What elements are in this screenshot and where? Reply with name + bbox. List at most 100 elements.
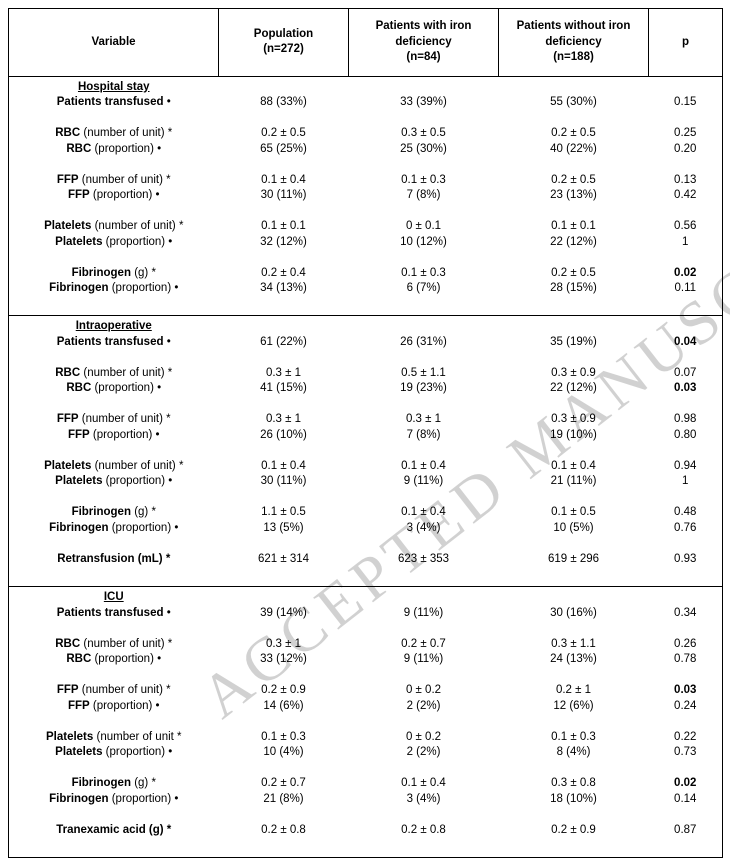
variable-label: Fibrinogen (g) * xyxy=(13,266,215,282)
variable-label: Patients transfused • xyxy=(13,95,215,111)
value-without-deficiency: 22 (12%) xyxy=(503,235,645,251)
with-deficiency-cell: 9 (11%) 0.2 ± 0.79 (11%) 0 ± 0.22 (2%) 0… xyxy=(349,587,499,858)
value-population: 0.2 ± 0.9 xyxy=(223,683,345,699)
section-block: IntraoperativePatients transfused • RBC … xyxy=(9,316,723,587)
value-without-deficiency: 0.2 ± 0.5 xyxy=(503,266,645,282)
value-p: 0.80 xyxy=(653,428,719,444)
without-deficiency-cell: 35 (19%) 0.3 ± 0.922 (12%) 0.3 ± 0.919 (… xyxy=(499,316,649,587)
value-with-deficiency: 0.1 ± 0.4 xyxy=(353,776,495,792)
population-cell: 39 (14%) 0.3 ± 133 (12%) 0.2 ± 0.914 (6%… xyxy=(219,587,349,858)
value-p: 0.56 xyxy=(653,219,719,235)
value-population: 32 (12%) xyxy=(223,235,345,251)
p-cell: 0.34 0.260.78 0.030.24 0.220.73 0.020.14… xyxy=(649,587,723,858)
spacer-line xyxy=(503,250,645,266)
without-deficiency-cell: 55 (30%) 0.2 ± 0.540 (22%) 0.2 ± 0.523 (… xyxy=(499,76,649,316)
empty-line xyxy=(503,590,645,606)
table-header-row: Variable Population (n=272) Patients wit… xyxy=(9,9,723,77)
spacer-line xyxy=(503,668,645,684)
value-with-deficiency: 2 (2%) xyxy=(353,745,495,761)
value-population: 65 (25%) xyxy=(223,142,345,158)
spacer-line xyxy=(13,807,215,823)
spacer-line xyxy=(653,443,719,459)
p-cell: 0.04 0.070.03 0.980.80 0.941 0.480.76 0.… xyxy=(649,316,723,587)
variable-label: FFP (number of unit) * xyxy=(13,412,215,428)
spacer-line xyxy=(353,537,495,553)
spacer-line xyxy=(653,250,719,266)
spacer-line xyxy=(223,204,345,220)
spacer-line xyxy=(223,397,345,413)
value-without-deficiency: 55 (30%) xyxy=(503,95,645,111)
spacer-line xyxy=(503,568,645,584)
spacer-line xyxy=(653,714,719,730)
spacer-line xyxy=(503,621,645,637)
empty-line xyxy=(653,319,719,335)
variable-label: RBC (proportion) • xyxy=(13,142,215,158)
section-block: Hospital stayPatients transfused • RBC (… xyxy=(9,76,723,316)
spacer-line xyxy=(353,297,495,313)
value-p: 0.48 xyxy=(653,505,719,521)
value-population: 21 (8%) xyxy=(223,792,345,808)
value-p: 0.93 xyxy=(653,552,719,568)
value-with-deficiency: 0.3 ± 1 xyxy=(353,412,495,428)
spacer-line xyxy=(13,350,215,366)
variable-label: Patients transfused • xyxy=(13,335,215,351)
spacer-line xyxy=(353,568,495,584)
p-cell: 0.15 0.250.20 0.130.42 0.561 0.020.11 xyxy=(649,76,723,316)
value-population: 34 (13%) xyxy=(223,281,345,297)
empty-line xyxy=(503,80,645,96)
spacer-line xyxy=(653,838,719,854)
spacer-line xyxy=(353,111,495,127)
spacer-line xyxy=(653,111,719,127)
variable-label: FFP (proportion) • xyxy=(13,188,215,204)
value-without-deficiency: 0.1 ± 0.1 xyxy=(503,219,645,235)
value-p: 0.11 xyxy=(653,281,719,297)
spacer-line xyxy=(223,568,345,584)
spacer-line xyxy=(503,761,645,777)
value-p: 0.13 xyxy=(653,173,719,189)
spacer-line xyxy=(653,350,719,366)
value-population: 0.2 ± 0.8 xyxy=(223,823,345,839)
spacer-line xyxy=(223,838,345,854)
value-p: 0.03 xyxy=(653,683,719,699)
value-with-deficiency: 0.1 ± 0.3 xyxy=(353,266,495,282)
value-population: 41 (15%) xyxy=(223,381,345,397)
spacer-line xyxy=(503,111,645,127)
variable-label: Platelets (proportion) • xyxy=(13,474,215,490)
value-without-deficiency: 19 (10%) xyxy=(503,428,645,444)
value-p: 1 xyxy=(653,235,719,251)
value-without-deficiency: 0.2 ± 0.5 xyxy=(503,173,645,189)
value-without-deficiency: 0.1 ± 0.5 xyxy=(503,505,645,521)
value-p: 0.42 xyxy=(653,188,719,204)
spacer-line xyxy=(503,397,645,413)
spacer-line xyxy=(653,204,719,220)
col-variable: Variable xyxy=(9,9,219,77)
value-without-deficiency: 40 (22%) xyxy=(503,142,645,158)
value-without-deficiency: 0.3 ± 0.8 xyxy=(503,776,645,792)
spacer-line xyxy=(223,537,345,553)
value-with-deficiency: 0.5 ± 1.1 xyxy=(353,366,495,382)
variable-label: Patients transfused • xyxy=(13,606,215,622)
col-with-deficiency: Patients with iron deficiency (n=84) xyxy=(349,9,499,77)
without-deficiency-cell: 30 (16%) 0.3 ± 1.124 (13%) 0.2 ± 112 (6%… xyxy=(499,587,649,858)
value-without-deficiency: 0.2 ± 1 xyxy=(503,683,645,699)
value-population: 621 ± 314 xyxy=(223,552,345,568)
variable-label: Platelets (number of unit) * xyxy=(13,219,215,235)
value-without-deficiency: 12 (6%) xyxy=(503,699,645,715)
value-p: 0.34 xyxy=(653,606,719,622)
spacer-line xyxy=(223,490,345,506)
empty-line xyxy=(223,80,345,96)
spacer-line xyxy=(13,204,215,220)
variable-label: Fibrinogen (proportion) • xyxy=(13,521,215,537)
section-title: ICU xyxy=(13,590,215,606)
variable-cell: Hospital stayPatients transfused • RBC (… xyxy=(9,76,219,316)
value-with-deficiency: 7 (8%) xyxy=(353,188,495,204)
spacer-line xyxy=(503,157,645,173)
spacer-line xyxy=(353,621,495,637)
variable-label: RBC (number of unit) * xyxy=(13,366,215,382)
spacer-line xyxy=(223,350,345,366)
value-with-deficiency: 7 (8%) xyxy=(353,428,495,444)
value-without-deficiency: 18 (10%) xyxy=(503,792,645,808)
section-title: Intraoperative xyxy=(13,319,215,335)
variable-label: FFP (number of unit) * xyxy=(13,173,215,189)
spacer-line xyxy=(223,443,345,459)
